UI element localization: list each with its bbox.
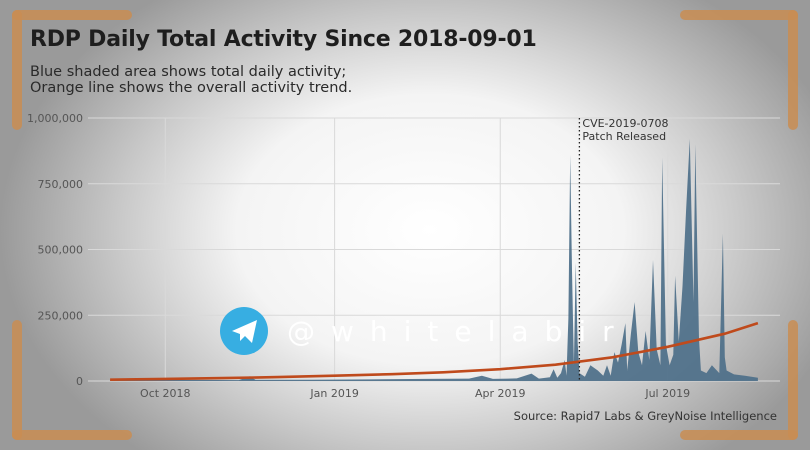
x-tick-label: Oct 2018 [140,387,191,400]
frame-corner [788,320,798,440]
frame-corner [12,320,22,440]
frame-corner [788,10,798,130]
chart-title: RDP Daily Total Activity Since 2018-09-0… [30,27,537,52]
y-tick-label: 1,000,000 [27,112,83,125]
annotation-label: Patch Released [582,130,666,143]
source-note: Source: Rapid7 Labs & GreyNoise Intellig… [514,409,777,423]
y-tick-label: 0 [76,375,83,388]
watermark: @whitelabir [220,307,630,355]
x-tick-label: Apr 2019 [475,387,526,400]
x-tick-label: Jul 2019 [644,387,690,400]
x-axis-ticks: Oct 2018 Jan 2019 Apr 2019 Jul 2019 [140,387,690,400]
activity-area [110,139,758,381]
paper-plane-icon [232,320,257,343]
frame-corner [12,10,22,130]
y-tick-label: 250,000 [38,309,84,322]
trend-line [110,321,759,381]
frame-corner [12,430,132,440]
y-tick-label: 750,000 [38,178,84,191]
subtitle-line: Orange line shows the overall activity t… [30,80,353,96]
y-tick-label: 500,000 [38,244,84,257]
frame-corner [680,430,798,440]
frame-corner [680,10,798,20]
y-axis-ticks: 0 250,000 500,000 750,000 1,000,000 [27,112,83,388]
watermark-text: @whitelabir [287,315,630,348]
subtitle-line: Blue shaded area shows total daily activ… [30,64,347,80]
annotation-label: CVE-2019-0708 [582,117,668,130]
chart-subtitle: Blue shaded area shows total daily activ… [30,64,352,96]
frame-corner [12,10,132,20]
x-tick-label: Jan 2019 [309,387,358,400]
